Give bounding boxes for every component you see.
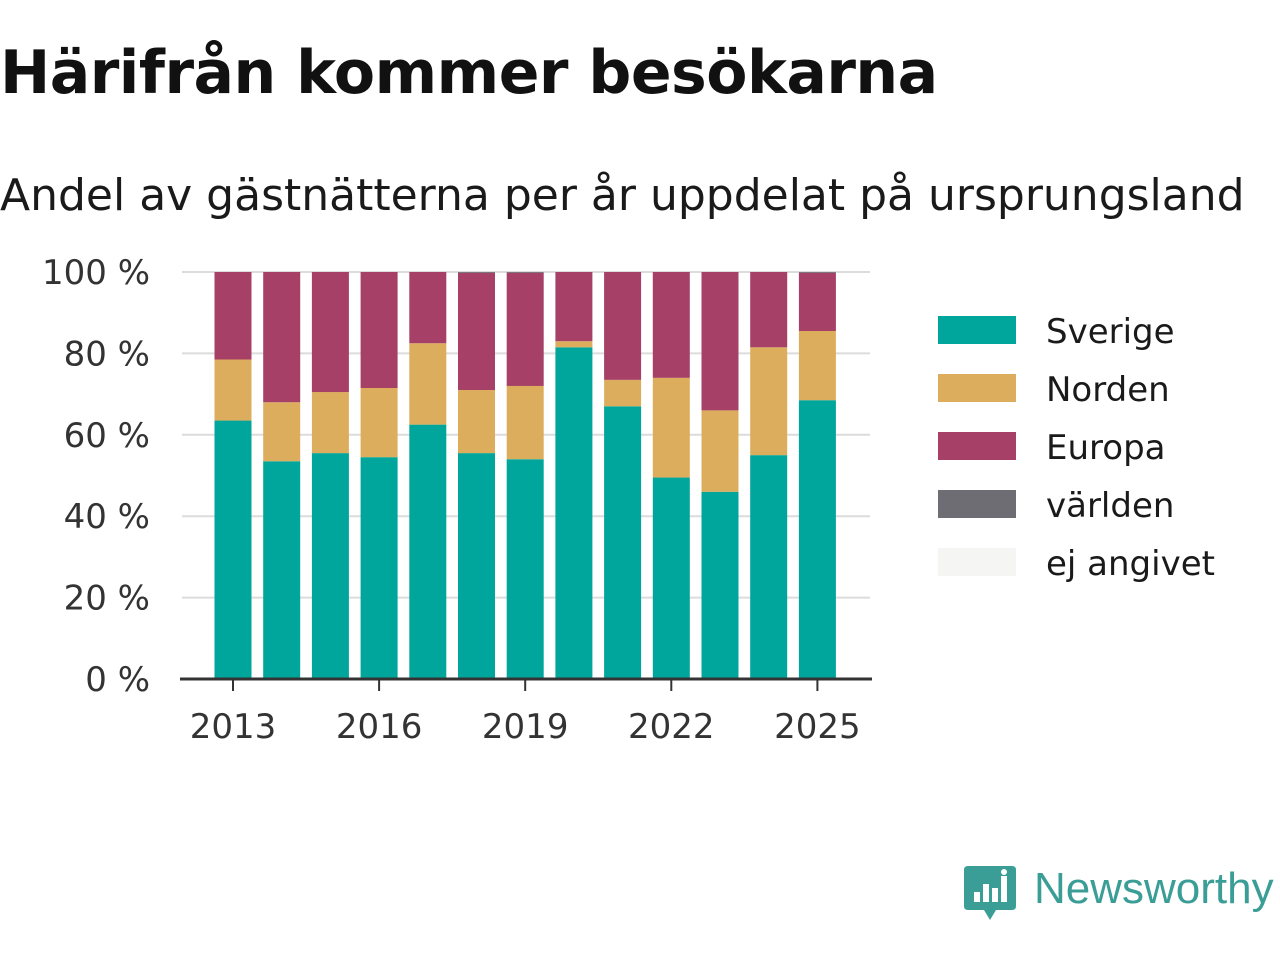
- y-tick-label: 0 %: [85, 660, 150, 700]
- bar-segment: [506, 272, 544, 386]
- legend-label: ej angivet: [1046, 544, 1215, 584]
- bar-segment: [458, 390, 495, 454]
- bar-segment: [506, 385, 544, 460]
- bar-segment: [798, 331, 836, 401]
- legend-label: Sverige: [1046, 312, 1175, 352]
- x-tick-label: 2022: [628, 707, 715, 747]
- bar-segment: [506, 459, 544, 679]
- bar-segment: [311, 453, 349, 679]
- bar-segment: [214, 359, 252, 421]
- bar-segment: [214, 272, 252, 360]
- bar-segment: [555, 341, 593, 348]
- legend-swatch: [938, 316, 1016, 344]
- bar-segment: [311, 272, 349, 393]
- x-tick-label: 2013: [190, 707, 277, 747]
- chart-title: Härifrån kommer besökarna: [0, 38, 938, 108]
- legend-swatch: [938, 374, 1016, 402]
- newsworthy-logo-icon: [964, 866, 1016, 920]
- brand-name: Newsworthy: [1034, 864, 1274, 913]
- bar-segment: [555, 272, 593, 342]
- legend-label: Europa: [1046, 428, 1165, 468]
- bar-segment: [263, 402, 301, 462]
- bar-segment: [458, 272, 495, 273]
- legend-label: Norden: [1046, 370, 1170, 410]
- bar-segment: [409, 424, 447, 679]
- bar-segment: [360, 272, 398, 388]
- legend-swatch: [938, 490, 1016, 518]
- y-tick-label: 60 %: [64, 416, 150, 456]
- bars: [214, 272, 836, 679]
- bar-segment: [360, 457, 398, 679]
- bar-segment: [798, 272, 836, 273]
- bar-segment: [263, 272, 301, 403]
- bar-segment: [701, 410, 739, 492]
- bar-segment: [604, 406, 642, 679]
- x-tick-label: 2025: [774, 707, 861, 747]
- bar-segment: [652, 272, 690, 378]
- y-tick-label: 80 %: [64, 334, 150, 374]
- bar-segment: [555, 347, 593, 679]
- bar-segment: [360, 387, 398, 458]
- legend: Sverige Norden Europa världen ej angivet: [938, 312, 1215, 584]
- bar-segment: [798, 400, 836, 679]
- bar-segment: [506, 272, 544, 273]
- bar-segment: [750, 347, 788, 456]
- legend-swatch: [938, 432, 1016, 460]
- chart-subtitle: Andel av gästnätterna per år uppdelat på…: [0, 170, 1245, 221]
- bar-segment: [409, 343, 447, 425]
- y-tick-label: 100 %: [42, 253, 150, 293]
- newsworthy-logo: Newsworthy: [962, 862, 1278, 928]
- y-tick-label: 20 %: [64, 579, 150, 619]
- y-tick-label: 40 %: [64, 497, 150, 537]
- bar-segment: [750, 455, 788, 679]
- bar-segment: [652, 477, 690, 679]
- bar-segment: [701, 272, 739, 411]
- bar-segment: [604, 379, 642, 407]
- x-tick-label: 2019: [482, 707, 569, 747]
- bar-segment: [652, 377, 690, 478]
- legend-label: världen: [1046, 486, 1174, 526]
- bar-segment: [701, 491, 739, 679]
- bar-segment: [604, 272, 642, 380]
- x-tick-label: 2016: [336, 707, 423, 747]
- bar-segment: [263, 461, 301, 679]
- bar-segment: [458, 272, 495, 391]
- bar-segment: [750, 272, 788, 348]
- bar-segment: [311, 392, 349, 454]
- bar-segment: [409, 272, 447, 344]
- bar-segment: [798, 272, 836, 332]
- legend-swatch: [938, 548, 1016, 576]
- axes: 0 % 20 % 40 % 60 % 80 % 100 % 2013 2016 2019 2022…: [42, 253, 872, 747]
- bar-segment: [214, 420, 252, 679]
- stacked-bar-chart: 0 % 20 % 40 % 60 % 80 % 100 % 2013 2016 2019 2022…: [42, 253, 1215, 747]
- bar-segment: [458, 453, 495, 679]
